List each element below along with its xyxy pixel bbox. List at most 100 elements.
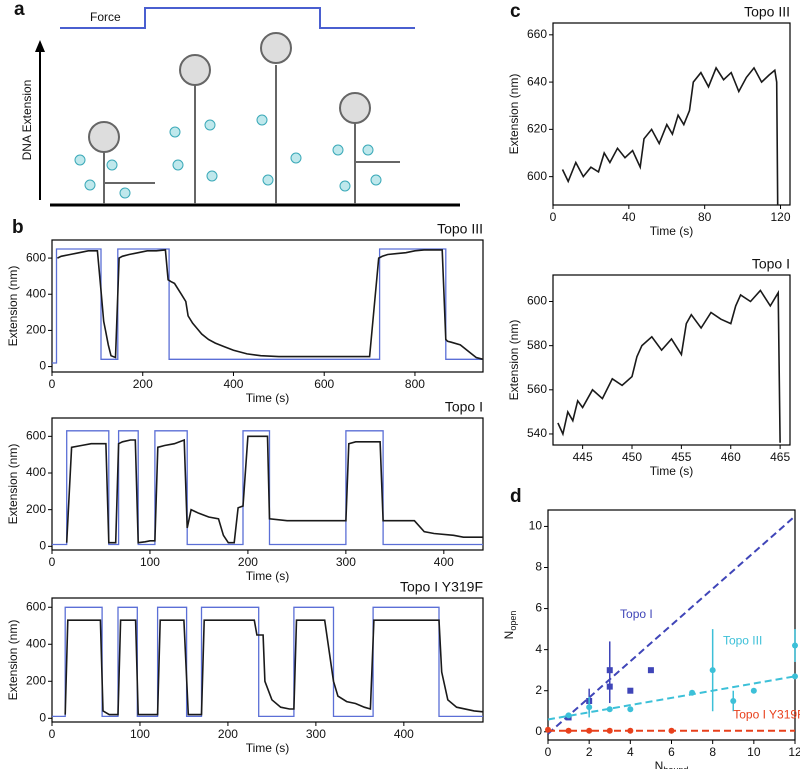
x-axis-label: Time (s) bbox=[246, 391, 290, 405]
y-tick-label: 400 bbox=[26, 636, 46, 650]
x-tick-label: 400 bbox=[223, 377, 243, 391]
y-tick-label: 6 bbox=[535, 601, 542, 615]
y-tick-label: 400 bbox=[26, 286, 46, 300]
point bbox=[545, 726, 551, 733]
force-step bbox=[60, 7, 415, 29]
y-axis-label: Extension (nm) bbox=[507, 74, 521, 155]
y-tick-label: 640 bbox=[527, 74, 547, 88]
y-tick-label: 600 bbox=[527, 294, 547, 308]
point bbox=[689, 689, 696, 696]
x-tick-label: 200 bbox=[218, 727, 238, 741]
trace bbox=[557, 289, 781, 443]
trace bbox=[52, 430, 483, 546]
panel-label: a bbox=[14, 0, 25, 20]
x-tick-label: 800 bbox=[405, 377, 425, 391]
y-tick-label: 200 bbox=[26, 502, 46, 516]
series-label: Topo III bbox=[723, 634, 762, 648]
y-tick-label: 2 bbox=[535, 683, 542, 697]
y-tick-label: 10 bbox=[529, 519, 543, 533]
series-label: Topo I Y319F bbox=[733, 708, 800, 722]
y-tick-label: 600 bbox=[26, 429, 46, 443]
x-tick-label: 450 bbox=[622, 450, 642, 464]
x-axis-label: Time (s) bbox=[650, 224, 694, 238]
point bbox=[606, 706, 613, 713]
panel-label: b bbox=[12, 217, 24, 238]
y-axis-label: Extension (nm) bbox=[6, 444, 20, 525]
x-tick-label: 12 bbox=[788, 745, 800, 759]
y-axis-label-sub: open bbox=[508, 611, 518, 631]
y-tick-label: 600 bbox=[26, 599, 46, 613]
point bbox=[709, 667, 716, 674]
x-tick-label: 120 bbox=[771, 210, 791, 224]
y-tick-label: 200 bbox=[26, 323, 46, 337]
enzymes bbox=[74, 114, 382, 199]
plot-frame bbox=[51, 597, 484, 723]
plot-frame bbox=[51, 239, 484, 373]
point bbox=[730, 697, 737, 704]
y-tick-label: 620 bbox=[527, 122, 547, 136]
y-tick-label: 600 bbox=[527, 169, 547, 183]
x-tick-label: 600 bbox=[314, 377, 334, 391]
y-tick-label: 0 bbox=[535, 724, 542, 738]
point bbox=[627, 706, 634, 713]
point bbox=[792, 673, 798, 680]
plot-frame bbox=[552, 274, 791, 446]
x-tick-label: 100 bbox=[130, 727, 150, 741]
y-tick-label: 4 bbox=[535, 642, 542, 656]
y-tick-label: 200 bbox=[26, 673, 46, 687]
y-tick-label: 540 bbox=[527, 426, 547, 440]
point bbox=[792, 642, 798, 649]
y-tick-label: 560 bbox=[527, 382, 547, 396]
x-tick-label: 100 bbox=[140, 555, 160, 569]
chart-title: Topo I bbox=[752, 256, 790, 272]
point bbox=[565, 712, 572, 719]
trace bbox=[65, 435, 483, 544]
y-axis-label-main: N bbox=[502, 631, 516, 640]
diagram-y-label: DNA Extension bbox=[20, 80, 34, 161]
chart-title: Topo I Y319F bbox=[400, 579, 483, 595]
fit-line bbox=[547, 515, 796, 735]
x-tick-label: 6 bbox=[668, 745, 675, 759]
trace bbox=[64, 619, 484, 716]
fit-line bbox=[547, 675, 796, 721]
point bbox=[565, 727, 572, 734]
point bbox=[586, 704, 593, 711]
x-axis-label: Nbound bbox=[655, 759, 689, 769]
x-tick-label: 445 bbox=[573, 450, 593, 464]
x-tick-label: 300 bbox=[336, 555, 356, 569]
x-tick-label: 300 bbox=[306, 727, 326, 741]
y-tick-label: 400 bbox=[26, 465, 46, 479]
x-tick-label: 2 bbox=[586, 745, 593, 759]
panel-label: d bbox=[510, 486, 522, 507]
x-tick-label: 200 bbox=[133, 377, 153, 391]
y-tick-label: 0 bbox=[39, 539, 46, 553]
panel-a: Force DNA Extension bbox=[20, 7, 460, 207]
point bbox=[606, 727, 613, 734]
y-tick-label: 600 bbox=[26, 250, 46, 264]
y-tick-label: 660 bbox=[527, 27, 547, 41]
y-axis-label: Nopen bbox=[502, 611, 518, 640]
y-tick-label: 0 bbox=[39, 359, 46, 373]
point bbox=[668, 727, 675, 734]
point bbox=[606, 683, 613, 690]
plot-frame bbox=[547, 509, 796, 741]
plot-frame bbox=[51, 417, 484, 551]
x-tick-label: 0 bbox=[49, 555, 56, 569]
chart-title: Topo III bbox=[437, 221, 483, 237]
x-tick-label: 0 bbox=[550, 210, 557, 224]
y-axis-label: Extension (nm) bbox=[6, 266, 20, 347]
y-axis-label: Extension (nm) bbox=[507, 320, 521, 401]
x-tick-label: 0 bbox=[49, 377, 56, 391]
x-tick-label: 10 bbox=[747, 745, 761, 759]
point bbox=[750, 687, 757, 694]
arrow-head bbox=[35, 40, 45, 52]
x-tick-label: 400 bbox=[394, 727, 414, 741]
x-tick-label: 80 bbox=[698, 210, 712, 224]
x-tick-label: 460 bbox=[721, 450, 741, 464]
y-tick-label: 580 bbox=[527, 338, 547, 352]
point bbox=[627, 727, 634, 734]
force-label: Force bbox=[90, 10, 121, 24]
x-tick-label: 4 bbox=[627, 745, 634, 759]
x-tick-label: 455 bbox=[671, 450, 691, 464]
